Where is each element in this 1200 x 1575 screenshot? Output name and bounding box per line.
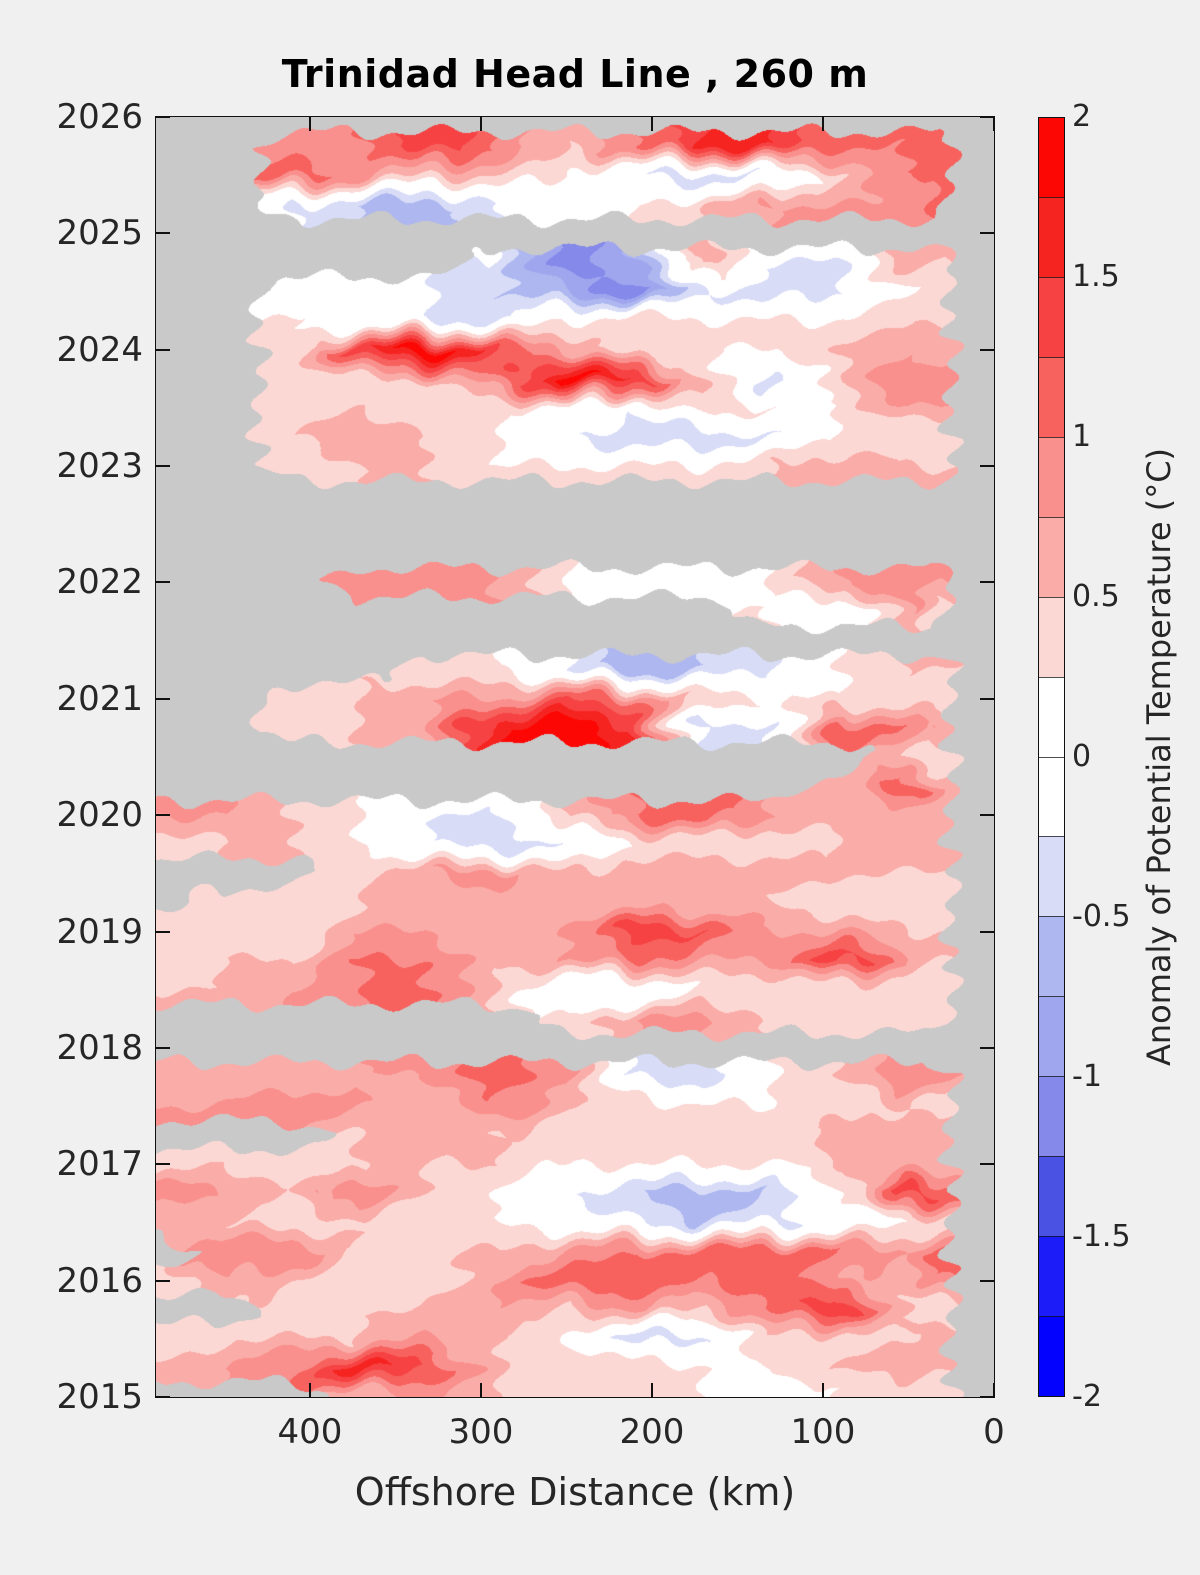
- colorbar-segment: [1039, 118, 1064, 197]
- colorbar-segment: [1039, 356, 1064, 437]
- y-tick-label: 2017: [56, 1144, 143, 1185]
- x-tick-label: 400: [277, 1412, 343, 1452]
- x-tick-label: 0: [983, 1412, 1005, 1452]
- colorbar-segment: [1039, 196, 1064, 277]
- colorbar-segment: [1039, 916, 1064, 997]
- colorbar-tick-label: 2: [1072, 99, 1092, 134]
- y-tick-label: 2025: [56, 213, 143, 254]
- plot-area: [156, 117, 994, 1397]
- colorbar-tick-label: -2: [1072, 1379, 1102, 1414]
- x-tick-label: 300: [448, 1412, 514, 1452]
- colorbar-tick-label: -0.5: [1072, 899, 1131, 934]
- y-tick-label: 2021: [56, 678, 143, 719]
- y-tick-label: 2024: [56, 329, 143, 370]
- colorbar-tick-label: 1.5: [1072, 259, 1120, 294]
- contour-canvas: [156, 117, 994, 1397]
- colorbar-axis-label: Anomaly of Potential Temperature (°C): [1140, 447, 1178, 1067]
- y-tick-label: 2026: [56, 97, 143, 137]
- colorbar-tick-label: -1.5: [1072, 1219, 1131, 1254]
- x-tick-label: 100: [790, 1412, 856, 1452]
- colorbar-segment: [1039, 1076, 1064, 1157]
- colorbar-segment: [1039, 1156, 1064, 1237]
- colorbar-segment: [1039, 436, 1064, 517]
- colorbar-tick-label: -1: [1072, 1059, 1102, 1094]
- colorbar-segment: [1039, 996, 1064, 1077]
- x-axis-label: Offshore Distance (km): [354, 1470, 796, 1514]
- colorbar-segment: [1039, 276, 1064, 357]
- colorbar-tick-label: 0: [1072, 739, 1092, 774]
- y-tick-label: 2022: [56, 562, 143, 603]
- colorbar-segment: [1039, 676, 1064, 757]
- colorbar-segment: [1039, 756, 1064, 837]
- y-tick-label: 2015: [56, 1377, 143, 1417]
- colorbar-segment: [1039, 516, 1064, 597]
- colorbar-tick-label: 0.5: [1072, 579, 1120, 614]
- y-tick-label: 2018: [56, 1027, 143, 1068]
- y-tick-label: 2020: [56, 795, 143, 836]
- colorbar-segment: [1039, 836, 1064, 917]
- colorbar-segment: [1039, 596, 1064, 677]
- colorbar: [1038, 117, 1065, 1397]
- y-tick-label: 2023: [56, 446, 143, 487]
- y-tick-label: 2016: [56, 1260, 143, 1301]
- y-tick-label: 2019: [56, 911, 143, 952]
- colorbar-segment: [1039, 1236, 1064, 1317]
- colorbar-segment: [1039, 1316, 1064, 1396]
- x-tick-label: 200: [619, 1412, 685, 1452]
- plot-title: Trinidad Head Line , 260 m: [281, 52, 869, 96]
- colorbar-tick-label: 1: [1072, 419, 1092, 454]
